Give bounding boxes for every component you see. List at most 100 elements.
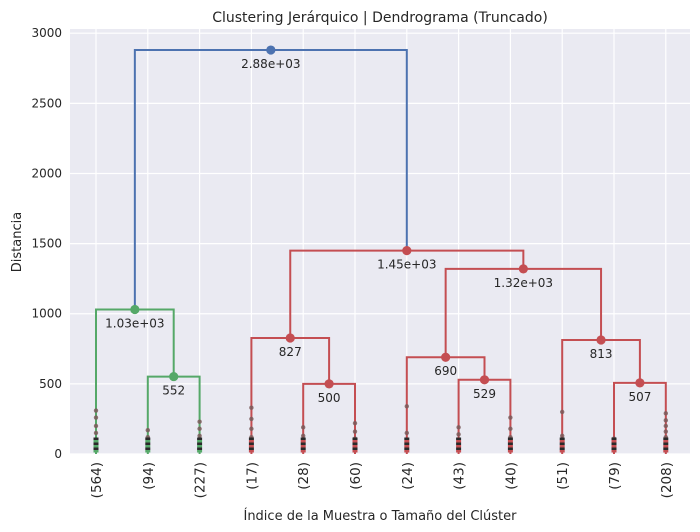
leaf-base: [559, 445, 565, 448]
x-tick-label: (227): [193, 462, 209, 498]
leaf-base: [197, 440, 203, 443]
leaf-base: [507, 445, 513, 448]
leaf-base: [559, 440, 565, 443]
leaf-dot: [560, 409, 565, 415]
leaf-dot: [249, 416, 254, 422]
x-tick-label: (28): [296, 462, 312, 490]
leaf-base: [559, 447, 565, 450]
leaf-base: [663, 445, 669, 448]
merge-point: [285, 333, 295, 343]
leaf-base: [145, 447, 151, 450]
leaf-base: [248, 442, 254, 445]
merge-point: [596, 335, 606, 345]
leaf-base: [352, 437, 358, 440]
leaf-base: [507, 450, 513, 453]
leaf-base: [611, 445, 617, 448]
leaf-dots: [93, 404, 669, 454]
x-tick-label: (564): [89, 462, 105, 498]
merge-label: 529: [473, 387, 496, 401]
leaf-base: [559, 442, 565, 445]
leaf-dot: [663, 429, 668, 434]
leaf-dot: [352, 420, 358, 426]
x-axis-label: Índice de la Muestra o Tamaño del Clúste…: [243, 508, 517, 524]
merge-label: 813: [590, 347, 613, 361]
x-tick-labels: (564) (94) (227) (17) (28) (60) (24) (43) (40) (5…: [89, 462, 675, 498]
leaf-dot: [197, 426, 202, 431]
leaf-base: [663, 437, 669, 440]
x-tick-label: (60): [348, 462, 364, 490]
leaf-base: [404, 437, 410, 440]
y-tick-label: 500: [39, 377, 62, 391]
leaf-dot: [663, 423, 668, 429]
leaf-base: [300, 450, 306, 453]
leaf-base: [404, 442, 410, 445]
leaf-dot: [456, 425, 461, 430]
leaf-base: [663, 440, 669, 443]
leaf-base: [93, 442, 99, 445]
x-tick-label: (51): [555, 462, 571, 490]
x-tick-label: (94): [141, 462, 157, 490]
x-tick-label: (17): [244, 462, 260, 490]
leaf-base: [507, 437, 513, 440]
leaf-base: [404, 447, 410, 450]
leaf-base: [93, 447, 99, 450]
leaf-base: [559, 450, 565, 453]
leaf-base: [456, 442, 462, 445]
leaf-dot: [560, 433, 565, 438]
merge-label: 500: [318, 391, 341, 405]
merge-label: 827: [279, 345, 302, 359]
leaf-base: [145, 442, 151, 445]
merge-label: 552: [162, 384, 185, 398]
merge-labels: 552 1.03e+03 500 827 529 690 507 813 1.32e+03 1.4…: [105, 57, 651, 405]
leaf-base: [248, 447, 254, 450]
leaf-base: [197, 445, 203, 448]
leaf-base: [507, 442, 513, 445]
leaf-base: [611, 447, 617, 450]
leaf-base: [300, 437, 306, 440]
leaf-base: [456, 445, 462, 448]
leaf-base: [352, 445, 358, 448]
leaf-base: [456, 437, 462, 440]
leaf-base: [300, 442, 306, 445]
leaf-dot: [249, 426, 254, 431]
leaf-base: [663, 442, 669, 445]
leaf-base: [352, 447, 358, 450]
leaf-base: [352, 442, 358, 445]
leaf-base: [197, 447, 203, 450]
merge-point: [130, 304, 140, 315]
leaf-dot: [301, 425, 306, 430]
y-axis-label: Distancia: [10, 212, 25, 272]
merge-point: [266, 45, 276, 55]
leaf-dot: [197, 433, 202, 438]
merge-point: [635, 378, 645, 388]
leaf-base: [611, 440, 617, 443]
merge-point: [324, 379, 334, 389]
y-tick-label: 0: [54, 447, 62, 461]
leaf-base: [456, 450, 462, 453]
y-tick-labels: 0 500 1000 1500 2000 2500 3000: [31, 26, 62, 461]
leaf-base: [611, 437, 617, 440]
leaf-dot: [508, 415, 513, 420]
leaf-base: [404, 440, 410, 443]
leaf-base: [93, 445, 99, 448]
y-tick-label: 1500: [31, 237, 62, 251]
merge-point: [169, 371, 179, 382]
leaf-base: [145, 440, 151, 443]
leaf-base: [404, 445, 410, 448]
leaf-base: [611, 450, 617, 453]
merge-label: 1.45e+03: [377, 258, 436, 272]
leaf-dot: [404, 430, 409, 436]
leaf-base: [611, 442, 617, 445]
leaf-base: [456, 440, 462, 443]
merge-point: [441, 352, 451, 362]
leaf-base: [663, 447, 669, 450]
merge-label: 1.03e+03: [105, 317, 164, 331]
merge-label: 690: [434, 364, 457, 378]
leaf-base: [352, 450, 358, 453]
leaf-dot: [301, 433, 306, 438]
merge-label: 2.88e+03: [241, 57, 300, 71]
x-tick-label: (24): [400, 462, 416, 490]
leaf-base: [404, 450, 410, 453]
leaf-base: [507, 447, 513, 450]
